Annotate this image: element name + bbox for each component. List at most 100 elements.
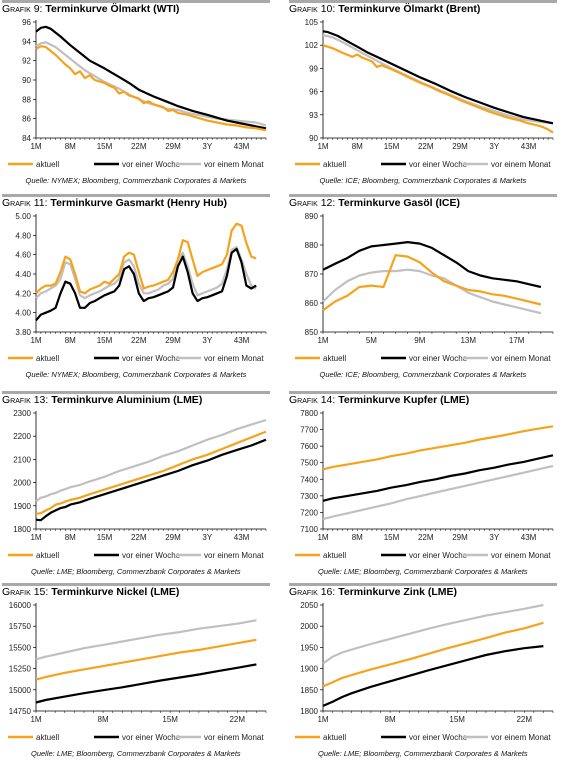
x-tick-label: 43M [234, 142, 250, 151]
legend-label-woche: vor einer Woche [122, 733, 181, 742]
y-tick-label: 15500 [9, 643, 32, 652]
legend-label-monat: vor einem Monat [491, 733, 551, 742]
chart-svg: 90 93 96 99 102 105 1M 8M 15M 22M 29M 3Y 43M aktuell v… [295, 18, 554, 169]
y-tick-label: 2000 [300, 622, 318, 631]
x-tick-label: 15M [97, 533, 113, 542]
legend-label-monat: vor einem Monat [204, 551, 264, 560]
chart-title: Grafik 15: Terminkurve Nickel (LME) [2, 586, 179, 598]
y-tick-label: 7200 [300, 508, 318, 517]
series-line-aktuell [35, 222, 257, 295]
x-tick-label: 43M [234, 533, 250, 542]
legend-label-aktuell: aktuell [323, 733, 346, 742]
legend-label-aktuell: aktuell [323, 354, 346, 363]
chart-title-prefix: Grafik 10: [289, 3, 336, 15]
legend-label-woche: vor einer Woche [409, 733, 468, 742]
title-rule [2, 194, 270, 197]
y-tick-label: 880 [305, 241, 319, 250]
chart-title-prefix: Grafik 9: [2, 3, 43, 15]
y-tick-label: 2300 [13, 409, 31, 418]
chart-title-text: Terminkurve Nickel (LME) [48, 586, 180, 598]
title-rule [289, 391, 557, 394]
chart-title: Grafik 9: Terminkurve Ölmarkt (WTI) [2, 3, 179, 15]
x-tick-label: 8M [65, 533, 76, 542]
x-tick-label: 1M [30, 715, 41, 724]
legend-label-monat: vor einem Monat [491, 551, 551, 560]
y-tick-label: 1950 [300, 643, 318, 652]
series-line-monat [322, 34, 554, 125]
chart-title-text: Terminkurve Gasöl (ICE) [335, 197, 460, 209]
chart-panel-grafik-13: Grafik 13: Terminkurve Aluminium (LME) 18… [2, 391, 270, 581]
chart-title-text: Terminkurve Kupfer (LME) [335, 394, 470, 406]
series-line-woche [35, 438, 267, 522]
y-tick-label: 93 [309, 111, 318, 120]
chart-title-text: Terminkurve Aluminium (LME) [48, 394, 203, 406]
y-tick-label: 1900 [13, 502, 31, 511]
series-line-woche [35, 663, 257, 704]
y-tick-label: 94 [22, 37, 31, 46]
x-tick-label: 17M [509, 336, 525, 345]
x-tick-label: 3Y [202, 336, 212, 345]
series-line-woche [35, 247, 257, 322]
x-tick-label: 22M [516, 715, 532, 724]
y-tick-label: 15250 [9, 665, 32, 674]
legend-label-woche: vor einer Woche [122, 551, 181, 560]
title-rule [289, 0, 557, 3]
x-tick-label: 22M [418, 533, 434, 542]
series-line-monat [35, 245, 257, 300]
chart-panel-grafik-12: Grafik 12: Terminkurve Gasöl (ICE) 850 860… [289, 194, 557, 384]
y-tick-label: 5.00 [15, 212, 31, 221]
x-tick-label: 15M [384, 142, 400, 151]
y-tick-label: 7500 [300, 459, 318, 468]
chart-title: Grafik 12: Terminkurve Gasöl (ICE) [289, 197, 460, 209]
x-tick-label: 22M [131, 142, 147, 151]
y-tick-label: 90 [22, 76, 31, 85]
series-line-aktuell [35, 638, 257, 681]
legend-label-aktuell: aktuell [36, 551, 59, 560]
series-line-woche [35, 25, 267, 130]
series-line-aktuell [322, 254, 542, 312]
chart-title-text: Terminkurve Ölmarkt (Brent) [335, 3, 481, 15]
y-tick-label: 14750 [9, 707, 32, 716]
x-tick-label: 15M [449, 715, 465, 724]
title-rule [2, 391, 270, 394]
y-tick-label: 4.80 [15, 231, 31, 240]
chart-title: Grafik 14: Terminkurve Kupfer (LME) [289, 394, 469, 406]
series-line-aktuell [322, 44, 554, 134]
x-tick-label: 8M [65, 336, 76, 345]
series-line-monat [322, 603, 544, 665]
y-tick-label: 1850 [300, 686, 318, 695]
y-tick-label: 7700 [300, 426, 318, 435]
chart-source: Quelle: NYMEX; Bloomberg, Commerzbank Co… [25, 370, 247, 379]
y-tick-label: 90 [309, 134, 318, 143]
y-tick-label: 2050 [300, 601, 318, 610]
y-tick-label: 2100 [13, 455, 31, 464]
chart-title: Grafik 11: Terminkurve Gasmarkt (Henry H… [2, 197, 227, 209]
y-tick-label: 7600 [300, 442, 318, 451]
x-tick-label: 15M [162, 715, 178, 724]
legend-label-aktuell: aktuell [36, 354, 59, 363]
chart-title-prefix: Grafik 15: [2, 586, 49, 598]
x-tick-label: 8M [98, 715, 109, 724]
y-tick-label: 4.00 [15, 309, 31, 318]
y-tick-label: 92 [22, 57, 31, 66]
y-tick-label: 4.40 [15, 270, 31, 279]
y-tick-label: 88 [22, 95, 31, 104]
chart-svg: 7100 7200 7300 7400 7500 7600 7700 7800 1M 8M 15M 2… [295, 409, 554, 560]
series-line-woche [322, 241, 542, 289]
x-tick-label: 3Y [489, 142, 499, 151]
x-tick-label: 15M [384, 533, 400, 542]
x-tick-label: 5M [366, 336, 377, 345]
y-tick-label: 96 [22, 18, 31, 27]
y-tick-label: 96 [309, 88, 318, 97]
y-tick-label: 86 [22, 115, 31, 124]
chart-source: Quelle: NYMEX; Bloomberg, Commerzbank Co… [25, 176, 247, 185]
chart-title: Grafik 16: Terminkurve Zink (LME) [289, 586, 457, 598]
chart-source: Quelle: LME; Bloomberg, Commerzbank Corp… [31, 567, 241, 576]
x-tick-label: 22M [131, 533, 147, 542]
series-line-aktuell [35, 45, 267, 132]
y-tick-label: 7300 [300, 492, 318, 501]
x-tick-label: 15M [97, 336, 113, 345]
series-line-aktuell [322, 425, 554, 471]
y-tick-label: 105 [305, 18, 319, 27]
chart-source: Quelle: LME; Bloomberg, Commerzbank Corp… [318, 567, 528, 576]
